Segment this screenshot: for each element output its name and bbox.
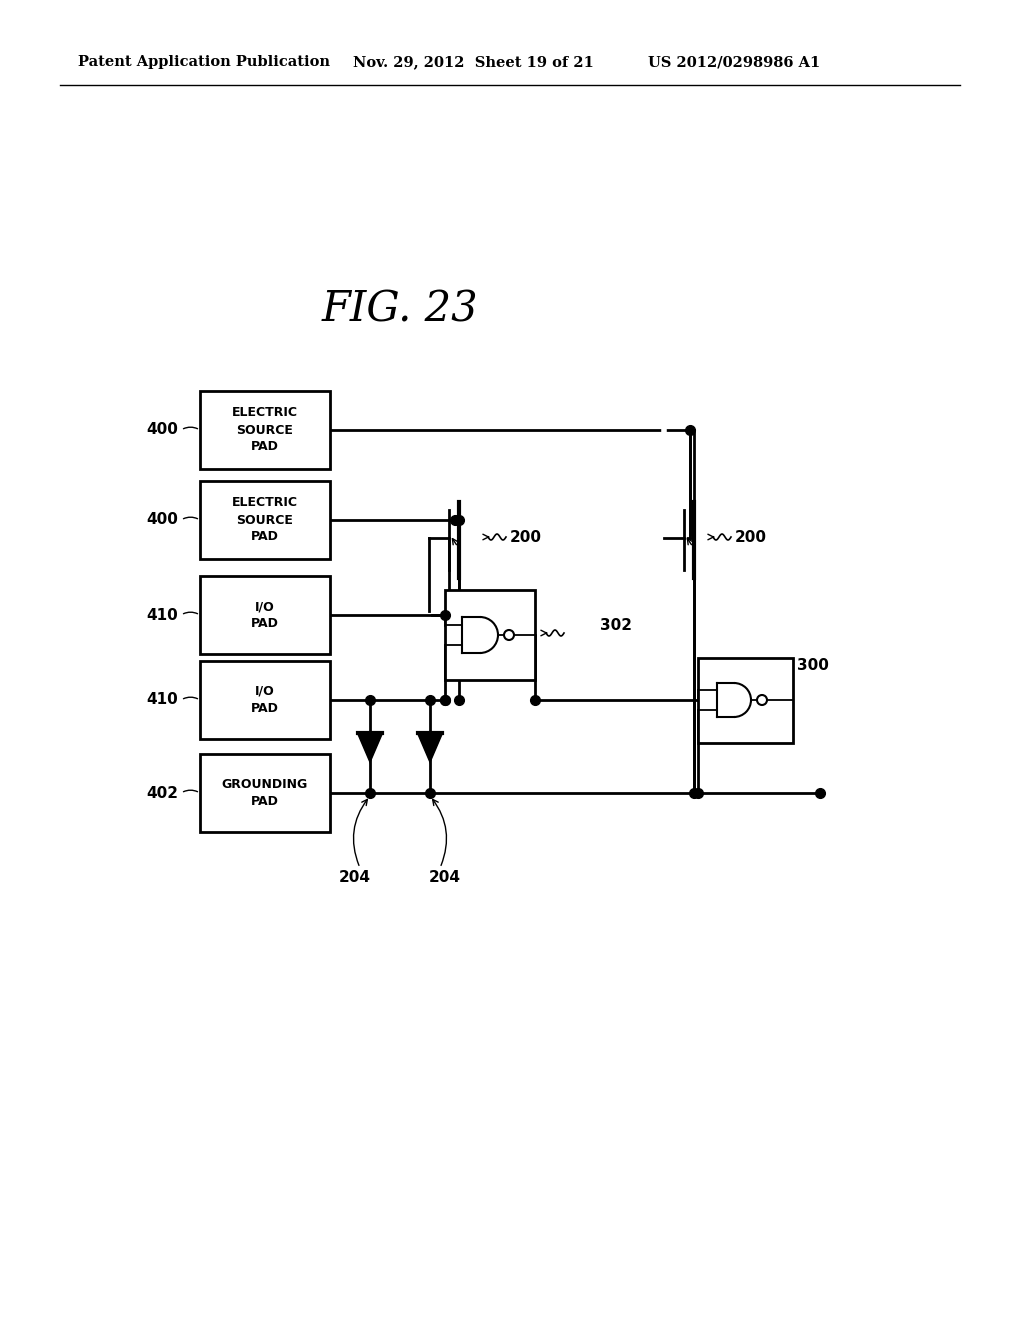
Circle shape (504, 630, 514, 640)
Text: I/O
PAD: I/O PAD (251, 601, 279, 630)
Bar (445, 590, 535, 680)
Text: 410: 410 (146, 693, 178, 708)
Text: Patent Application Publication: Patent Application Publication (78, 55, 330, 69)
Bar (697, 657, 793, 742)
Text: 402: 402 (146, 785, 178, 800)
Text: Nov. 29, 2012  Sheet 19 of 21: Nov. 29, 2012 Sheet 19 of 21 (353, 55, 594, 69)
Text: 300: 300 (798, 657, 829, 672)
Text: I/O
PAD: I/O PAD (251, 685, 279, 715)
Polygon shape (418, 733, 442, 760)
Bar (200, 754, 330, 832)
Text: 204: 204 (429, 870, 461, 884)
Text: US 2012/0298986 A1: US 2012/0298986 A1 (648, 55, 820, 69)
Bar (200, 480, 330, 558)
Bar (200, 576, 330, 653)
Circle shape (757, 696, 767, 705)
Text: ELECTRIC
SOURCE
PAD: ELECTRIC SOURCE PAD (232, 407, 298, 454)
Polygon shape (358, 733, 382, 760)
Text: FIG. 23: FIG. 23 (322, 289, 478, 331)
Text: 410: 410 (146, 607, 178, 623)
Bar (200, 661, 330, 739)
Text: GROUNDING
PAD: GROUNDING PAD (222, 777, 308, 808)
Text: 200: 200 (735, 529, 767, 544)
Polygon shape (358, 733, 382, 760)
Polygon shape (418, 733, 442, 760)
Text: 400: 400 (146, 422, 178, 437)
Text: 302: 302 (600, 618, 632, 632)
Text: 200: 200 (510, 529, 542, 544)
Text: 204: 204 (339, 870, 371, 884)
Text: 400: 400 (146, 512, 178, 528)
Text: ELECTRIC
SOURCE
PAD: ELECTRIC SOURCE PAD (232, 496, 298, 544)
Bar (200, 391, 330, 469)
